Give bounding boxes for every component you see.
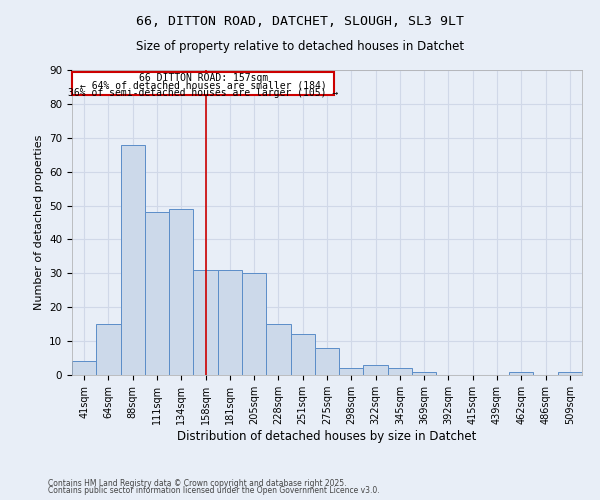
Bar: [315, 348, 339, 375]
Bar: [121, 144, 145, 375]
Bar: [388, 368, 412, 375]
Text: 66, DITTON ROAD, DATCHET, SLOUGH, SL3 9LT: 66, DITTON ROAD, DATCHET, SLOUGH, SL3 9L…: [136, 15, 464, 28]
Text: 66 DITTON ROAD: 157sqm: 66 DITTON ROAD: 157sqm: [139, 74, 268, 84]
Bar: [290, 334, 315, 375]
Bar: [266, 324, 290, 375]
Y-axis label: Number of detached properties: Number of detached properties: [34, 135, 44, 310]
FancyBboxPatch shape: [72, 72, 334, 96]
Bar: [364, 365, 388, 375]
Bar: [72, 362, 96, 375]
Text: Size of property relative to detached houses in Datchet: Size of property relative to detached ho…: [136, 40, 464, 53]
Bar: [145, 212, 169, 375]
Text: Contains public sector information licensed under the Open Government Licence v3: Contains public sector information licen…: [48, 486, 380, 495]
Bar: [558, 372, 582, 375]
Text: 36% of semi-detached houses are larger (105) →: 36% of semi-detached houses are larger (…: [68, 88, 338, 98]
Text: ← 64% of detached houses are smaller (184): ← 64% of detached houses are smaller (18…: [80, 80, 326, 90]
Bar: [509, 372, 533, 375]
X-axis label: Distribution of detached houses by size in Datchet: Distribution of detached houses by size …: [178, 430, 476, 443]
Bar: [193, 270, 218, 375]
Bar: [96, 324, 121, 375]
Bar: [412, 372, 436, 375]
Bar: [339, 368, 364, 375]
Bar: [242, 274, 266, 375]
Bar: [218, 270, 242, 375]
Bar: [169, 209, 193, 375]
Text: Contains HM Land Registry data © Crown copyright and database right 2025.: Contains HM Land Registry data © Crown c…: [48, 478, 347, 488]
